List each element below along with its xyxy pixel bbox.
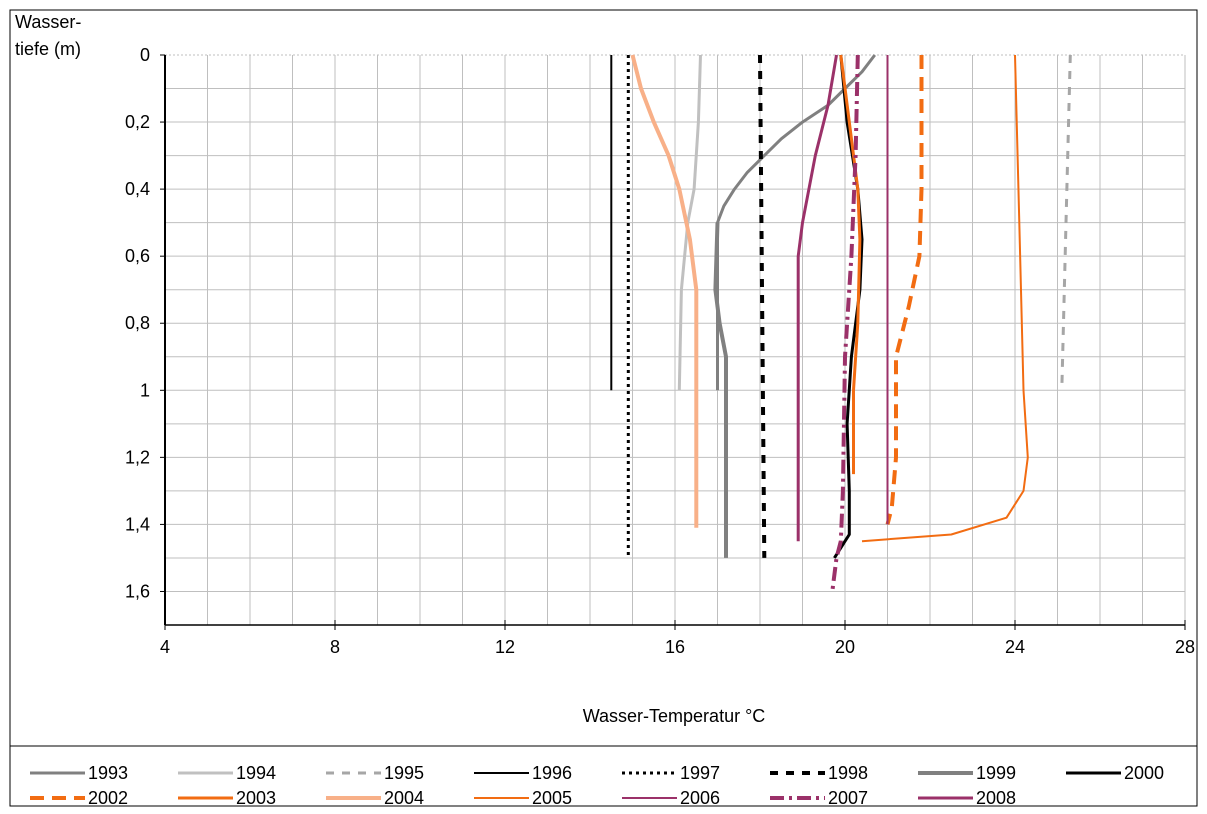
y-tick-label: 1,4 [125, 514, 150, 534]
x-tick-label: 20 [835, 637, 855, 657]
y-tick-label: 0,6 [125, 246, 150, 266]
x-tick-label: 12 [495, 637, 515, 657]
axes [160, 54, 1186, 630]
legend-label-2005: 2005 [532, 788, 572, 808]
legend-label-1993: 1993 [88, 763, 128, 783]
x-tick-label: 16 [665, 637, 685, 657]
y-tick-label: 1,2 [125, 447, 150, 467]
legend-label-2003: 2003 [236, 788, 276, 808]
y-tick-label: 0,2 [125, 112, 150, 132]
legend-label-2008: 2008 [976, 788, 1016, 808]
series-line-2007 [830, 54, 860, 592]
series-line-2005 [861, 54, 1029, 543]
x-tick-label: 28 [1175, 637, 1195, 657]
legend-label-2000: 2000 [1124, 763, 1164, 783]
x-tick-label: 4 [160, 637, 170, 657]
y-tick-label: 0,8 [125, 313, 150, 333]
legend-label-1999: 1999 [976, 763, 1016, 783]
legend-label-2002: 2002 [88, 788, 128, 808]
x-tick-labels: 4 8 12 16 20 24 28 [160, 637, 1195, 657]
legend-label-2006: 2006 [680, 788, 720, 808]
series-line-2002 [885, 55, 924, 525]
grid-lines [165, 54, 1186, 625]
y-tick-label: 1 [140, 380, 150, 400]
y-axis-label-line2: tiefe (m) [15, 39, 81, 59]
y-tick-label: 0,4 [125, 179, 150, 199]
x-tick-label: 24 [1005, 637, 1025, 657]
series-line-1999 [713, 222, 728, 558]
series-line-1994 [677, 54, 702, 391]
series-line-1998 [758, 54, 767, 558]
series-line-1995 [1060, 54, 1072, 391]
series-line-2008 [796, 54, 838, 542]
series-lines [610, 54, 1072, 592]
legend: 1993 1994 1995 1996 1997 1998 1999 2000 2002 2003… [30, 763, 1164, 808]
y-axis-label-line1: Wasser- [15, 12, 81, 32]
y-tick-labels: 0 0,2 0,4 0,6 0,8 1 1,2 1,4 1,6 [125, 45, 150, 601]
legend-label-1997: 1997 [680, 763, 720, 783]
legend-label-2004: 2004 [384, 788, 424, 808]
x-tick-label: 8 [330, 637, 340, 657]
legend-border [9, 745, 1198, 807]
chart-area-border [9, 9, 1198, 747]
series-line-2003 [839, 54, 862, 475]
x-axis-label: Wasser-Temperatur °C [583, 706, 766, 726]
legend-label-1996: 1996 [532, 763, 572, 783]
y-tick-label: 0 [140, 45, 150, 65]
legend-label-2007: 2007 [828, 788, 868, 808]
legend-label-1998: 1998 [828, 763, 868, 783]
series-line-2004 [630, 54, 699, 528]
legend-label-1995: 1995 [384, 763, 424, 783]
y-tick-label: 1,6 [125, 581, 150, 601]
legend-label-1994: 1994 [236, 763, 276, 783]
